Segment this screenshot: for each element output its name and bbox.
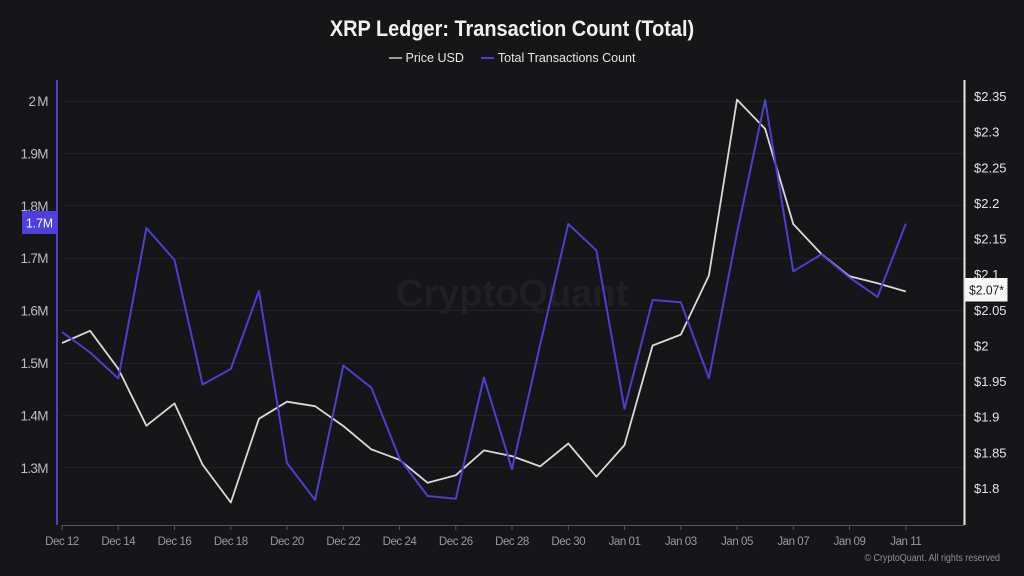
svg-text:Dec 12: Dec 12 xyxy=(45,536,79,548)
svg-text:$2.25: $2.25 xyxy=(974,160,1007,175)
svg-text:1.3M: 1.3M xyxy=(21,461,49,476)
svg-text:Dec 28: Dec 28 xyxy=(495,536,529,548)
svg-text:1.6M: 1.6M xyxy=(21,304,49,319)
svg-text:Jan 05: Jan 05 xyxy=(721,536,753,548)
svg-text:1.7M: 1.7M xyxy=(26,216,53,231)
svg-text:$1.8: $1.8 xyxy=(974,481,999,496)
svg-text:1.8M: 1.8M xyxy=(21,199,49,214)
svg-text:$1.95: $1.95 xyxy=(974,374,1007,389)
svg-text:1.7M: 1.7M xyxy=(21,251,49,266)
svg-text:Dec 14: Dec 14 xyxy=(101,536,136,548)
svg-text:Dec 18: Dec 18 xyxy=(214,536,248,548)
svg-text:$2.3: $2.3 xyxy=(974,125,999,140)
svg-text:$2.15: $2.15 xyxy=(974,232,1007,247)
svg-text:$2.07*: $2.07* xyxy=(969,283,1004,298)
svg-text:Jan 11: Jan 11 xyxy=(890,536,921,548)
svg-text:$2.35: $2.35 xyxy=(974,89,1007,104)
svg-text:Dec 30: Dec 30 xyxy=(551,536,585,548)
svg-text:Dec 24: Dec 24 xyxy=(383,536,418,548)
svg-text:Dec 22: Dec 22 xyxy=(326,536,360,548)
svg-text:$1.9: $1.9 xyxy=(974,410,999,425)
svg-text:Jan 07: Jan 07 xyxy=(777,536,809,548)
svg-text:1.4M: 1.4M xyxy=(21,408,49,423)
svg-text:Dec 16: Dec 16 xyxy=(158,536,192,548)
svg-text:$1.85: $1.85 xyxy=(974,445,1007,460)
svg-text:2M: 2M xyxy=(29,94,49,109)
svg-text:$2: $2 xyxy=(974,338,988,353)
svg-text:$2.2: $2.2 xyxy=(974,196,999,211)
svg-text:Jan 03: Jan 03 xyxy=(665,536,697,548)
svg-text:1.5M: 1.5M xyxy=(21,356,49,371)
svg-text:Dec 26: Dec 26 xyxy=(439,536,473,548)
svg-text:Dec 20: Dec 20 xyxy=(270,536,304,548)
svg-text:Jan 01: Jan 01 xyxy=(609,536,641,548)
svg-text:$2.05: $2.05 xyxy=(974,303,1007,318)
svg-text:1.9M: 1.9M xyxy=(21,146,49,161)
svg-text:Jan 09: Jan 09 xyxy=(834,536,866,548)
